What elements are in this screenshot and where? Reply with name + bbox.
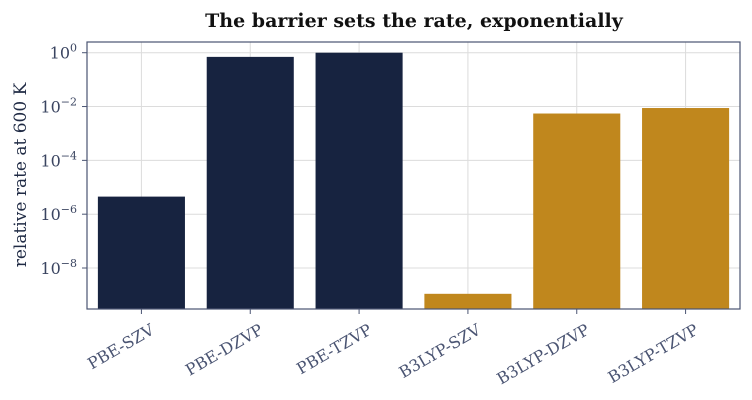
bar-b3lyp-dzvp: [533, 113, 621, 309]
x-tick-label-b3lyp-szv: B3LYP-SZV: [396, 320, 485, 382]
y-tick-label: 10−8: [40, 257, 77, 278]
x-tick-label-b3lyp-dzvp: B3LYP-DZVP: [493, 320, 592, 388]
chart-title: The barrier sets the rate, exponentially: [205, 10, 624, 32]
bar-pbe-szv: [97, 196, 185, 309]
y-tick-label: 100: [50, 42, 77, 63]
bar-pbe-dzvp: [206, 56, 294, 309]
y-tick-label: 10−4: [40, 149, 77, 170]
x-axis-ticks: PBE-SZV PBE-DZVP PBE-TZVP B3LYP-SZV B3LYP-DZ…: [84, 309, 702, 388]
y-axis-ticks: 100 10−2 10−4 10−6 10−8: [40, 42, 87, 278]
bars: [97, 52, 730, 309]
y-tick-label: 10−6: [40, 203, 77, 224]
x-tick-label-pbe-tzvp: PBE-TZVP: [293, 320, 375, 378]
bar-pbe-tzvp: [315, 52, 403, 309]
x-tick-label-pbe-dzvp: PBE-DZVP: [182, 320, 266, 380]
bar-b3lyp-szv: [424, 293, 512, 309]
x-tick-label-b3lyp-tzvp: B3LYP-TZVP: [605, 320, 702, 387]
bar-b3lyp-tzvp: [642, 108, 730, 309]
y-axis-label: relative rate at 600 K: [11, 82, 31, 267]
x-tick-label-pbe-szv: PBE-SZV: [84, 320, 158, 373]
y-tick-label: 10−2: [40, 96, 77, 117]
plot-frame: [86, 41, 741, 310]
